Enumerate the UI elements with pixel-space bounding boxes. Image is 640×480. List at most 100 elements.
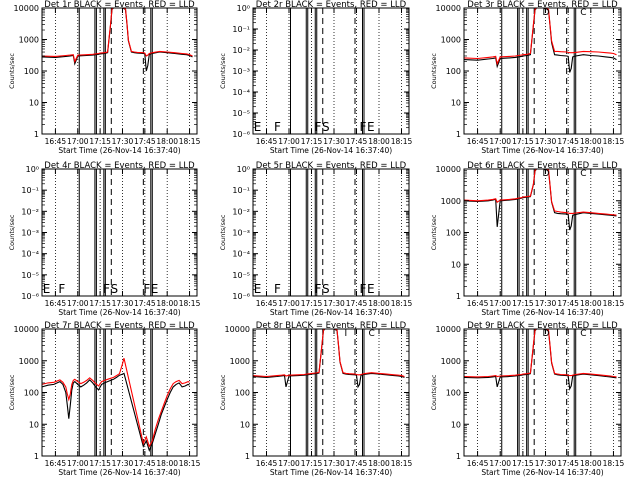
x-tick-label: 18:15 <box>179 299 201 308</box>
y-tick-label: 100 <box>235 389 250 398</box>
y-tick-label: 10⁻⁵ <box>21 271 39 280</box>
series-lld-line <box>41 358 190 448</box>
x-tick-label: 17:15 <box>512 137 534 146</box>
x-axis-label: Start Time (26-Nov-14 16:37:40) <box>58 468 180 477</box>
x-tick-label: 16:45 <box>256 299 278 308</box>
y-tick-label: 10⁻² <box>232 207 250 216</box>
y-tick-label: 10⁻¹ <box>21 186 39 195</box>
event-letter-label: F <box>315 120 322 134</box>
x-tick-label: 16:45 <box>467 459 489 468</box>
y-axis-label: Counts/sec <box>430 214 438 250</box>
panel-title: Det 1r BLACK = Events, RED = LLD <box>44 0 195 10</box>
y-tick-label: 10 <box>29 420 39 429</box>
y-tick-label: 100 <box>446 229 461 238</box>
y-axis-label: Counts/sec <box>219 53 227 89</box>
panel-title: Det 2r BLACK = Events, RED = LLD <box>256 0 407 10</box>
y-tick-label: 1 <box>34 130 39 139</box>
y-axis-label: Counts/sec <box>8 374 16 410</box>
plot-frame <box>463 7 622 135</box>
event-letter-label: D <box>543 8 550 18</box>
x-tick-label: 17:45 <box>134 137 156 146</box>
x-tick-label: 17:15 <box>89 137 111 146</box>
y-tick-label: 10⁻² <box>21 207 39 216</box>
event-letter-label: C <box>580 169 586 179</box>
x-tick-label: 18:00 <box>156 299 178 308</box>
x-tick-label: 18:00 <box>580 299 602 308</box>
x-tick-label: 16:45 <box>256 459 278 468</box>
x-tick-label: 17:30 <box>323 299 345 308</box>
x-tick-label: 17:45 <box>557 459 579 468</box>
x-axis-label: Start Time (26-Nov-14 16:37:40) <box>270 308 392 317</box>
x-tick-label: 17:30 <box>112 459 134 468</box>
event-letter-label: D <box>543 169 550 179</box>
x-tick-label: 17:45 <box>346 299 368 308</box>
event-letter-label: E <box>254 282 262 296</box>
panel-det7: 1 10 100 1000 10000 16:45 17:00 17:15 17:30 17:45… <box>8 321 201 477</box>
x-tick-label: 18:15 <box>391 137 413 146</box>
x-tick-label: 18:00 <box>368 137 390 146</box>
y-tick-label: 10⁻¹ <box>232 186 250 195</box>
series-lld-line <box>463 168 617 216</box>
x-tick-label: 17:00 <box>489 299 511 308</box>
y-tick-label: 10⁻⁶ <box>21 292 39 301</box>
event-letter-label: I <box>556 8 559 18</box>
event-letter-label: F <box>315 282 322 296</box>
plot-frame <box>41 7 198 135</box>
series-events-line <box>463 7 617 73</box>
x-tick-label: 17:15 <box>301 137 323 146</box>
series-lld-line <box>463 328 617 378</box>
x-tick-label: 17:00 <box>67 137 89 146</box>
x-tick-label: 17:00 <box>489 459 511 468</box>
x-tick-label: 17:15 <box>512 459 534 468</box>
x-tick-label: 18:15 <box>603 459 625 468</box>
x-axis-label: Start Time (26-Nov-14 16:37:40) <box>58 146 180 155</box>
x-axis-label: Start Time (26-Nov-14 16:37:40) <box>481 146 603 155</box>
x-axis-label: Start Time (26-Nov-14 16:37:40) <box>481 468 603 477</box>
series-lld-line <box>252 328 405 378</box>
y-tick-label: 1 <box>456 130 461 139</box>
x-tick-label: 17:30 <box>323 459 345 468</box>
y-tick-label: 10⁰ <box>237 165 250 174</box>
y-tick-label: 1000 <box>441 197 461 206</box>
event-letter-label: E <box>43 282 51 296</box>
x-tick-label: 18:15 <box>179 459 201 468</box>
x-tick-label: 18:15 <box>603 137 625 146</box>
plot-frame <box>252 328 410 457</box>
y-axis-label: Counts/sec <box>219 374 227 410</box>
x-tick-label: 16:45 <box>45 459 67 468</box>
panel-det9: 1 10 100 1000 10000 16:45 17:00 17:15 17:30 17:45… <box>430 321 624 477</box>
x-tick-label: 16:45 <box>45 299 67 308</box>
y-tick-label: 10⁻³ <box>21 229 39 238</box>
y-tick-label: 10⁻⁶ <box>232 292 250 301</box>
x-tick-label: 17:00 <box>489 137 511 146</box>
event-letter-label: S <box>322 282 330 296</box>
y-tick-label: 10 <box>451 260 461 269</box>
x-tick-label: 17:45 <box>346 137 368 146</box>
x-tick-label: 16:45 <box>45 137 67 146</box>
y-tick-label: 10 <box>240 420 250 429</box>
x-axis-label: Start Time (26-Nov-14 16:37:40) <box>270 468 392 477</box>
event-letter-label: E <box>367 120 375 134</box>
panel-title: Det 5r BLACK = Events, RED = LLD <box>256 161 407 171</box>
event-letter-label: F <box>274 120 281 134</box>
x-tick-label: 17:30 <box>535 459 557 468</box>
event-letter-label: I <box>345 329 348 339</box>
y-tick-label: 10⁻⁴ <box>232 88 250 97</box>
panel-title: Det 4r BLACK = Events, RED = LLD <box>44 161 195 171</box>
y-tick-label: 1000 <box>19 357 39 366</box>
event-letter-label: F <box>274 282 281 296</box>
panel-title: Det 7r BLACK = Events, RED = LLD <box>44 321 195 331</box>
x-tick-label: 17:15 <box>512 299 534 308</box>
y-tick-label: 1 <box>245 452 250 461</box>
event-letter-label: E <box>367 282 375 296</box>
y-tick-label: 10⁰ <box>26 165 39 174</box>
event-letter-label: S <box>322 120 330 134</box>
x-tick-label: 17:00 <box>278 459 300 468</box>
event-letter-label: E <box>254 120 262 134</box>
event-letter-label: F <box>143 282 150 296</box>
panel-det6: 1 10 100 1000 10000 16:45 17:00 17:15 17:30 17:45… <box>430 161 624 317</box>
x-tick-label: 17:00 <box>67 299 89 308</box>
